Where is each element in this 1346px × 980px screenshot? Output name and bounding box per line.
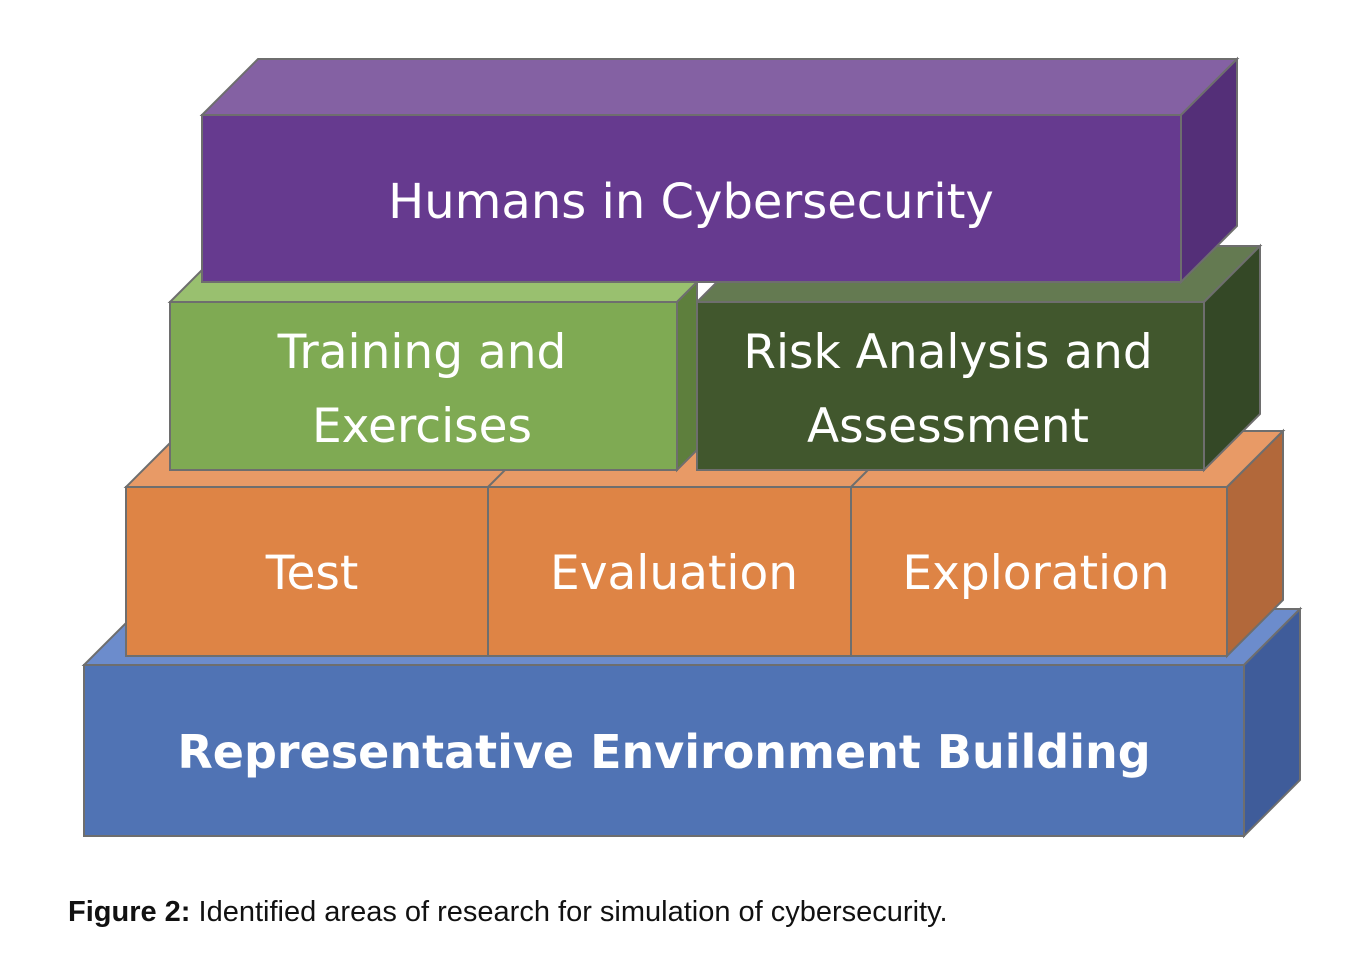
test-block-front-face: [125, 486, 489, 657]
humans-label: Humans in Cybersecurity: [388, 174, 994, 230]
test-label: Test: [265, 546, 359, 601]
layer-training-and-risk: Risk Analysis and Assessment Training an…: [167, 243, 1263, 473]
figure-caption-label: Figure 2:: [68, 896, 191, 928]
humans-block-front-face: [201, 114, 1182, 283]
evaluation-block-front-face: [487, 486, 852, 657]
evaluation-label: Evaluation: [550, 546, 798, 601]
figure-caption-text: Identified areas of research for simulat…: [190, 896, 948, 928]
training-block-front-face: [169, 301, 678, 471]
training-label-line-2: Exercises: [312, 399, 532, 454]
humans-block-top-face: [199, 58, 1240, 116]
risk-label-line-2: Assessment: [807, 399, 1089, 454]
training-label-line-1: Training and: [277, 325, 567, 380]
layer-humans-in-cybersecurity: Humans in Cybersecurity: [199, 56, 1240, 285]
figure-caption: Figure 2: Identified areas of research f…: [68, 896, 948, 929]
exploration-label: Exploration: [902, 546, 1169, 601]
training-block-side-face: [676, 279, 698, 473]
base-block-front-face: [83, 664, 1245, 837]
base-block-label: Representative Environment Building: [177, 725, 1150, 779]
research-areas-diagram: Representative Environment Building Test…: [81, 56, 1303, 839]
risk-label-line-1: Risk Analysis and: [743, 325, 1152, 380]
exploration-block-front-face: [850, 486, 1228, 657]
